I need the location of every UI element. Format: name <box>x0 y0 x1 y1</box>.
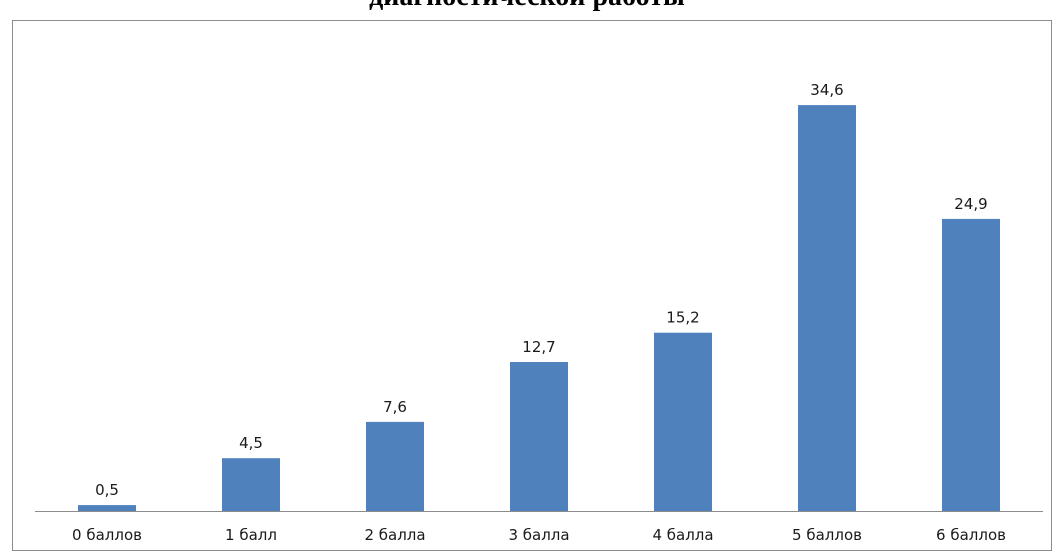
data-label-0: 0,5 <box>95 481 119 499</box>
chart-title: диагностической работы <box>0 0 1054 14</box>
data-label-6: 24,9 <box>954 195 987 213</box>
x-tick-label-5: 5 баллов <box>792 526 862 544</box>
data-label-3: 12,7 <box>522 338 555 356</box>
x-tick-label-6: 6 баллов <box>936 526 1006 544</box>
x-tick-label-2: 2 балла <box>364 526 425 544</box>
x-tick-label-4: 4 балла <box>652 526 713 544</box>
x-tick-label-3: 3 балла <box>508 526 569 544</box>
x-tick-label-0: 0 баллов <box>72 526 142 544</box>
data-label-5: 34,6 <box>810 81 843 99</box>
bar-5 <box>798 105 856 511</box>
bar-3 <box>510 362 568 511</box>
x-tick-labels-group: 0 баллов 1 балл 2 балла 3 балла 4 балла 5 бал… <box>72 526 1006 544</box>
bar-6 <box>942 218 1000 511</box>
bar-0 <box>78 505 136 511</box>
bars-group <box>78 105 1000 511</box>
data-label-1: 4,5 <box>239 434 263 452</box>
bar-2 <box>366 421 424 511</box>
data-label-2: 7,6 <box>383 398 407 416</box>
x-tick-label-1: 1 балл <box>225 526 277 544</box>
bar-4 <box>654 332 712 511</box>
data-label-4: 15,2 <box>666 309 699 327</box>
bar-1 <box>222 458 280 511</box>
data-labels-group: 0,5 4,5 7,6 12,7 15,2 34,6 24,9 <box>95 81 988 499</box>
